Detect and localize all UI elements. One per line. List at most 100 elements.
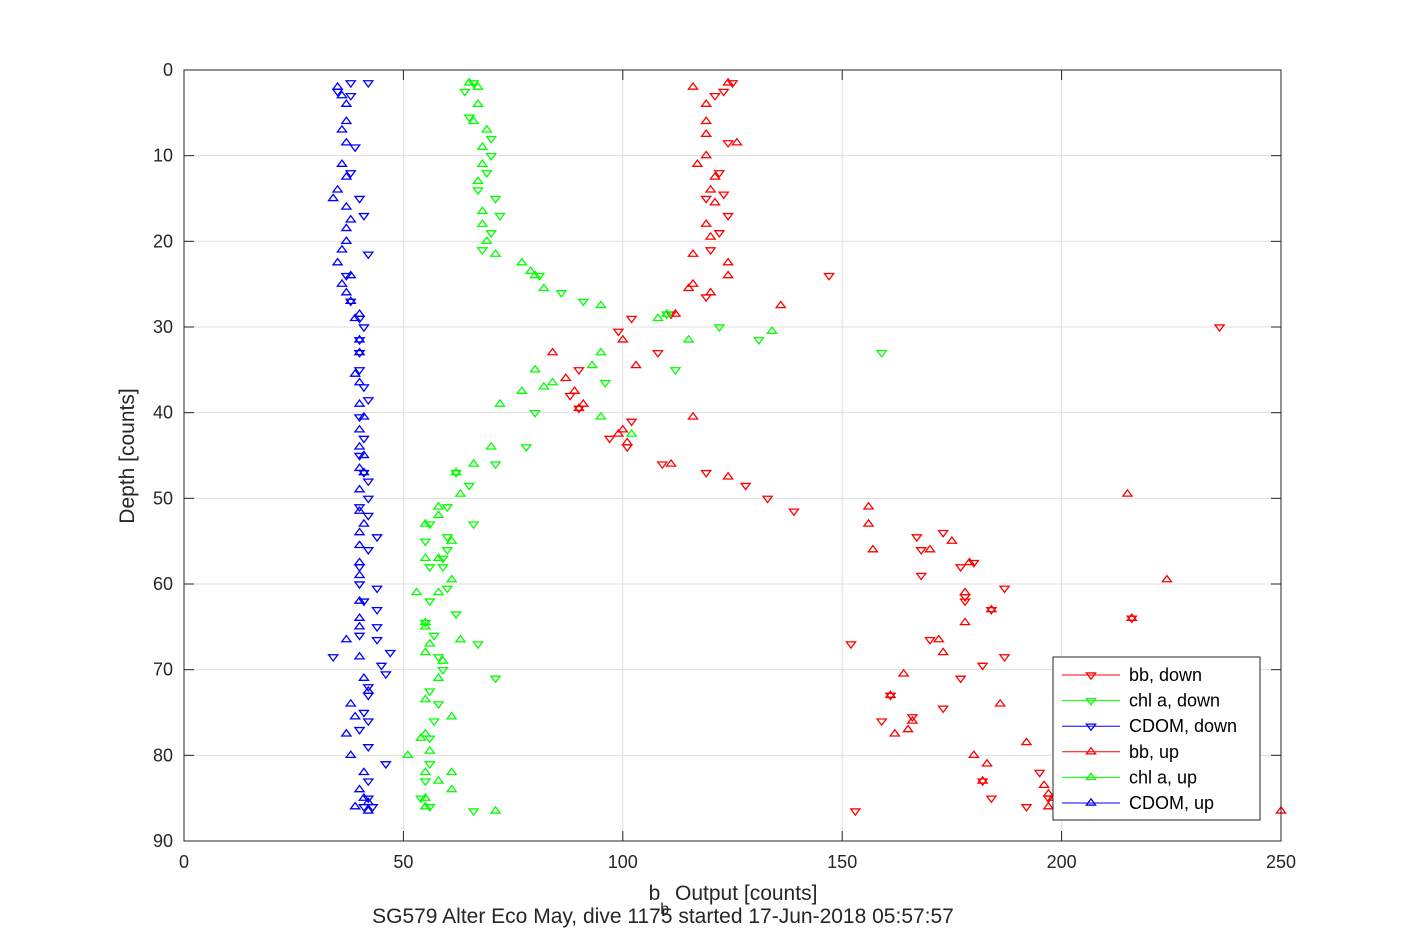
data-point: [437, 555, 449, 564]
data-point: [423, 598, 436, 607]
data-point: [559, 373, 572, 382]
legend: bb, down chl a, down CDOM, down bb, up chl a…: [1052, 656, 1261, 821]
data-point: [419, 619, 432, 628]
data-point: [480, 124, 493, 133]
data-point: [344, 80, 357, 89]
data-point: [353, 334, 366, 343]
data-point: [687, 411, 699, 420]
data-point: [976, 662, 989, 671]
data-point: [362, 797, 375, 806]
data-point: [358, 792, 370, 801]
data-point: [485, 135, 498, 144]
legend-marker: [1085, 746, 1097, 755]
data-point: [415, 732, 427, 741]
data-point: [445, 574, 458, 583]
data-point: [362, 685, 375, 694]
data-point: [910, 534, 923, 543]
data-point: [476, 141, 489, 150]
data-point: [353, 557, 366, 566]
data-point: [375, 662, 388, 671]
data-point: [362, 512, 375, 521]
data-point: [344, 214, 357, 223]
data-point: [349, 711, 362, 720]
data-point: [419, 694, 432, 703]
data-point: [362, 478, 375, 487]
series-3: [546, 77, 1287, 814]
plot-frame: [183, 69, 1282, 842]
data-point: [423, 638, 436, 647]
data-point: [594, 347, 607, 356]
data-point: [709, 171, 721, 180]
data-point: [441, 547, 454, 555]
data-point: [1161, 574, 1173, 583]
data-point: [691, 159, 704, 167]
data-markers: [327, 77, 1287, 817]
data-point: [845, 641, 857, 650]
data-point: [331, 257, 344, 266]
data-point: [924, 636, 936, 645]
data-point: [353, 651, 366, 660]
data-point: [524, 266, 537, 275]
data-point: [480, 236, 493, 245]
data-point: [467, 116, 480, 125]
data-point: [445, 711, 458, 720]
data-point: [358, 411, 370, 420]
data-point: [445, 535, 458, 544]
data-point: [472, 641, 484, 650]
data-point: [353, 540, 366, 549]
data-point: [358, 450, 370, 459]
data-point: [362, 397, 375, 406]
legend-marker: [1085, 697, 1097, 706]
data-point: [537, 283, 550, 292]
data-point: [445, 784, 458, 793]
x-tick-label: 150: [827, 852, 857, 872]
data-point: [419, 647, 432, 656]
chart-title: SG579 Alter Eco May, dive 1175 started 1…: [372, 905, 954, 928]
data-point: [358, 435, 370, 444]
data-point: [419, 728, 432, 737]
data-point: [959, 598, 971, 607]
data-point: [915, 547, 928, 555]
data-point: [441, 534, 454, 543]
data-point: [340, 171, 353, 180]
data-point: [419, 621, 432, 630]
data-point: [700, 150, 713, 159]
data-point: [353, 398, 366, 407]
data-point: [379, 671, 392, 680]
data-point: [682, 334, 695, 343]
data-point: [1121, 488, 1134, 497]
data-point: [331, 184, 344, 193]
data-point: [432, 775, 445, 784]
data-point: [353, 632, 366, 641]
data-point: [344, 92, 357, 101]
data-point: [915, 572, 928, 581]
data-point: [1042, 801, 1055, 810]
data-point: [353, 347, 366, 356]
data-point: [713, 230, 726, 238]
data-point: [489, 675, 502, 684]
data-point: [612, 328, 625, 337]
data-point: [700, 218, 713, 227]
data-point: [371, 534, 383, 543]
legend-box: [1052, 656, 1261, 821]
data-point: [937, 705, 950, 714]
y-tick-label: 90: [153, 831, 173, 851]
data-point: [432, 673, 445, 681]
data-point: [573, 403, 585, 412]
data-point: [353, 349, 366, 358]
data-point: [722, 140, 735, 149]
data-point: [358, 324, 370, 333]
data-point: [621, 437, 634, 446]
data-point: [875, 718, 888, 727]
data-point: [353, 452, 366, 461]
data-point: [713, 324, 726, 333]
data-point: [423, 745, 436, 754]
data-point: [967, 559, 980, 568]
data-point: [599, 379, 612, 388]
y-tick-label: 70: [153, 660, 173, 680]
data-point: [441, 585, 454, 594]
data-point: [362, 778, 375, 787]
legend-label: CDOM, down: [1129, 716, 1237, 736]
data-point: [358, 709, 370, 718]
